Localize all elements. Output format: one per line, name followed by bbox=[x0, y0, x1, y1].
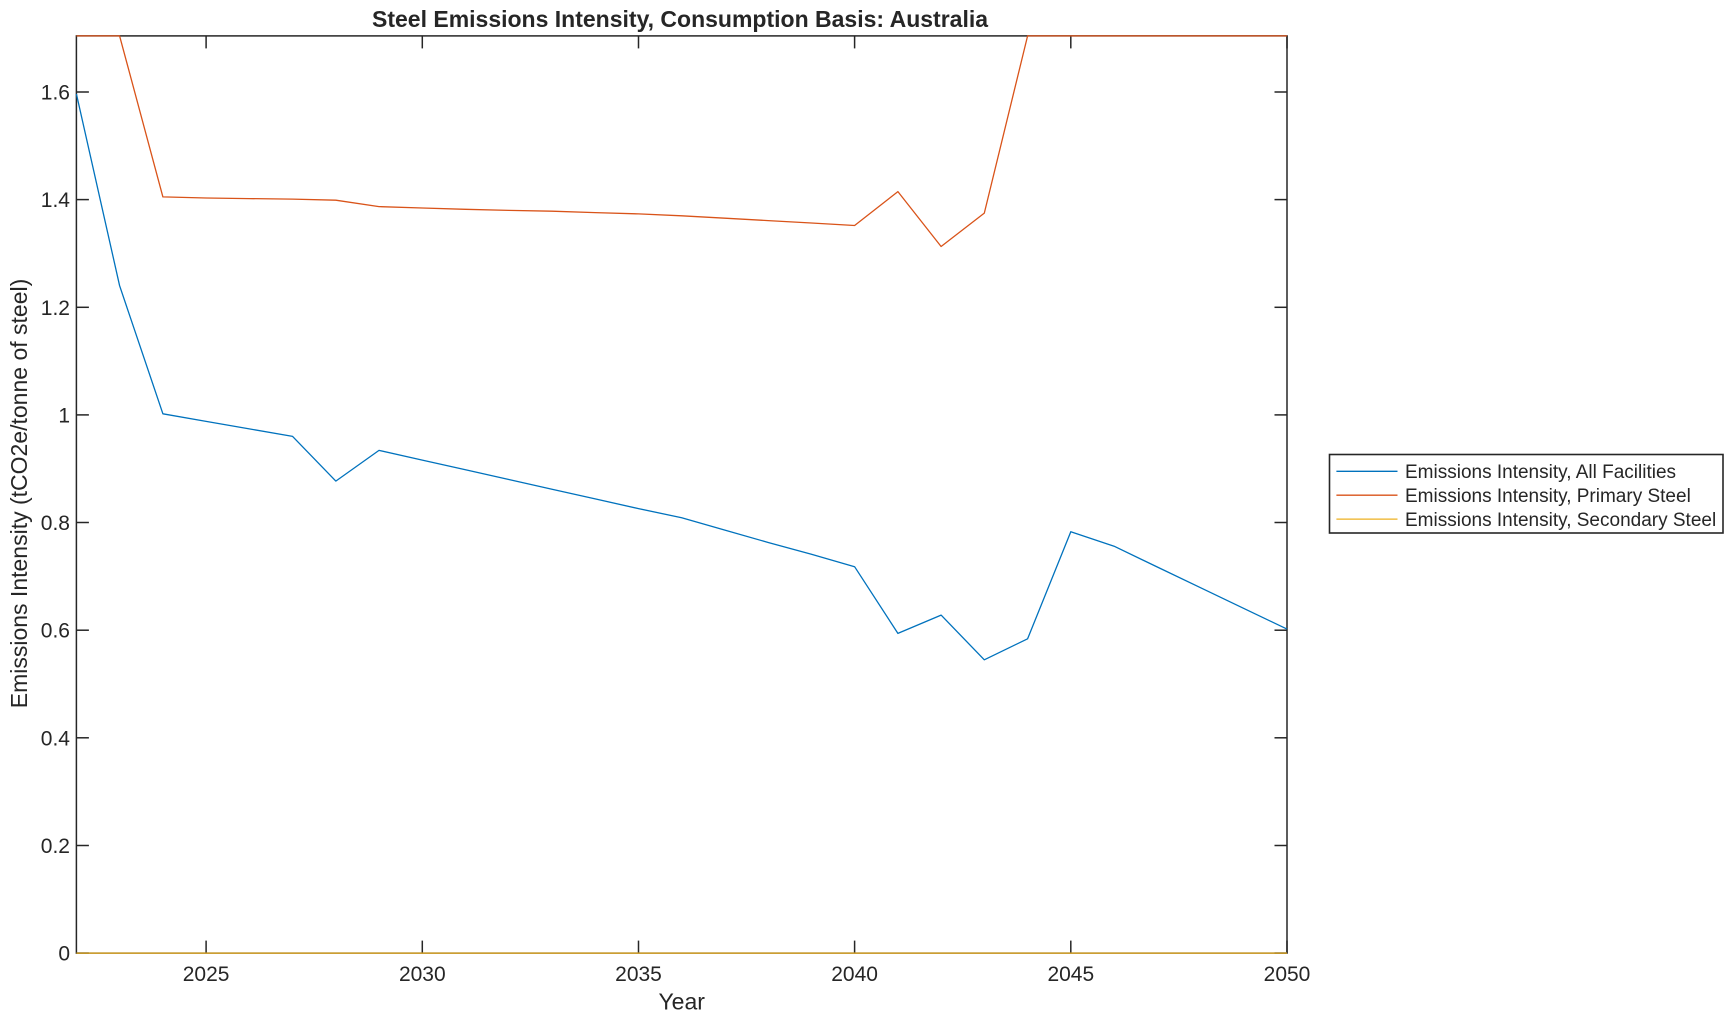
svg-text:0.8: 0.8 bbox=[41, 512, 70, 535]
svg-text:Year: Year bbox=[658, 988, 705, 1014]
svg-text:2050: 2050 bbox=[1264, 963, 1311, 986]
svg-text:0.4: 0.4 bbox=[41, 727, 71, 750]
svg-text:2025: 2025 bbox=[183, 963, 230, 986]
svg-text:0.2: 0.2 bbox=[41, 835, 70, 858]
svg-text:0: 0 bbox=[58, 943, 70, 966]
svg-text:2045: 2045 bbox=[1047, 963, 1094, 986]
svg-text:Steel Emissions Intensity, Con: Steel Emissions Intensity, Consumption B… bbox=[372, 6, 988, 32]
svg-text:2040: 2040 bbox=[831, 963, 878, 986]
svg-text:0.6: 0.6 bbox=[41, 620, 70, 643]
svg-text:2035: 2035 bbox=[615, 963, 662, 986]
svg-text:Emissions Intensity, Primary S: Emissions Intensity, Primary Steel bbox=[1405, 486, 1691, 507]
svg-text:1.6: 1.6 bbox=[41, 82, 70, 105]
svg-text:Emissions Intensity, Secondary: Emissions Intensity, Secondary Steel bbox=[1405, 510, 1716, 531]
svg-text:2030: 2030 bbox=[399, 963, 446, 986]
svg-text:Emissions Intensity (tCO2e/ton: Emissions Intensity (tCO2e/tonne of stee… bbox=[6, 279, 32, 709]
svg-text:1.2: 1.2 bbox=[41, 297, 70, 320]
svg-text:1: 1 bbox=[58, 404, 70, 427]
svg-text:Emissions Intensity, All Facil: Emissions Intensity, All Facilities bbox=[1405, 462, 1676, 483]
svg-text:1.4: 1.4 bbox=[41, 189, 71, 212]
